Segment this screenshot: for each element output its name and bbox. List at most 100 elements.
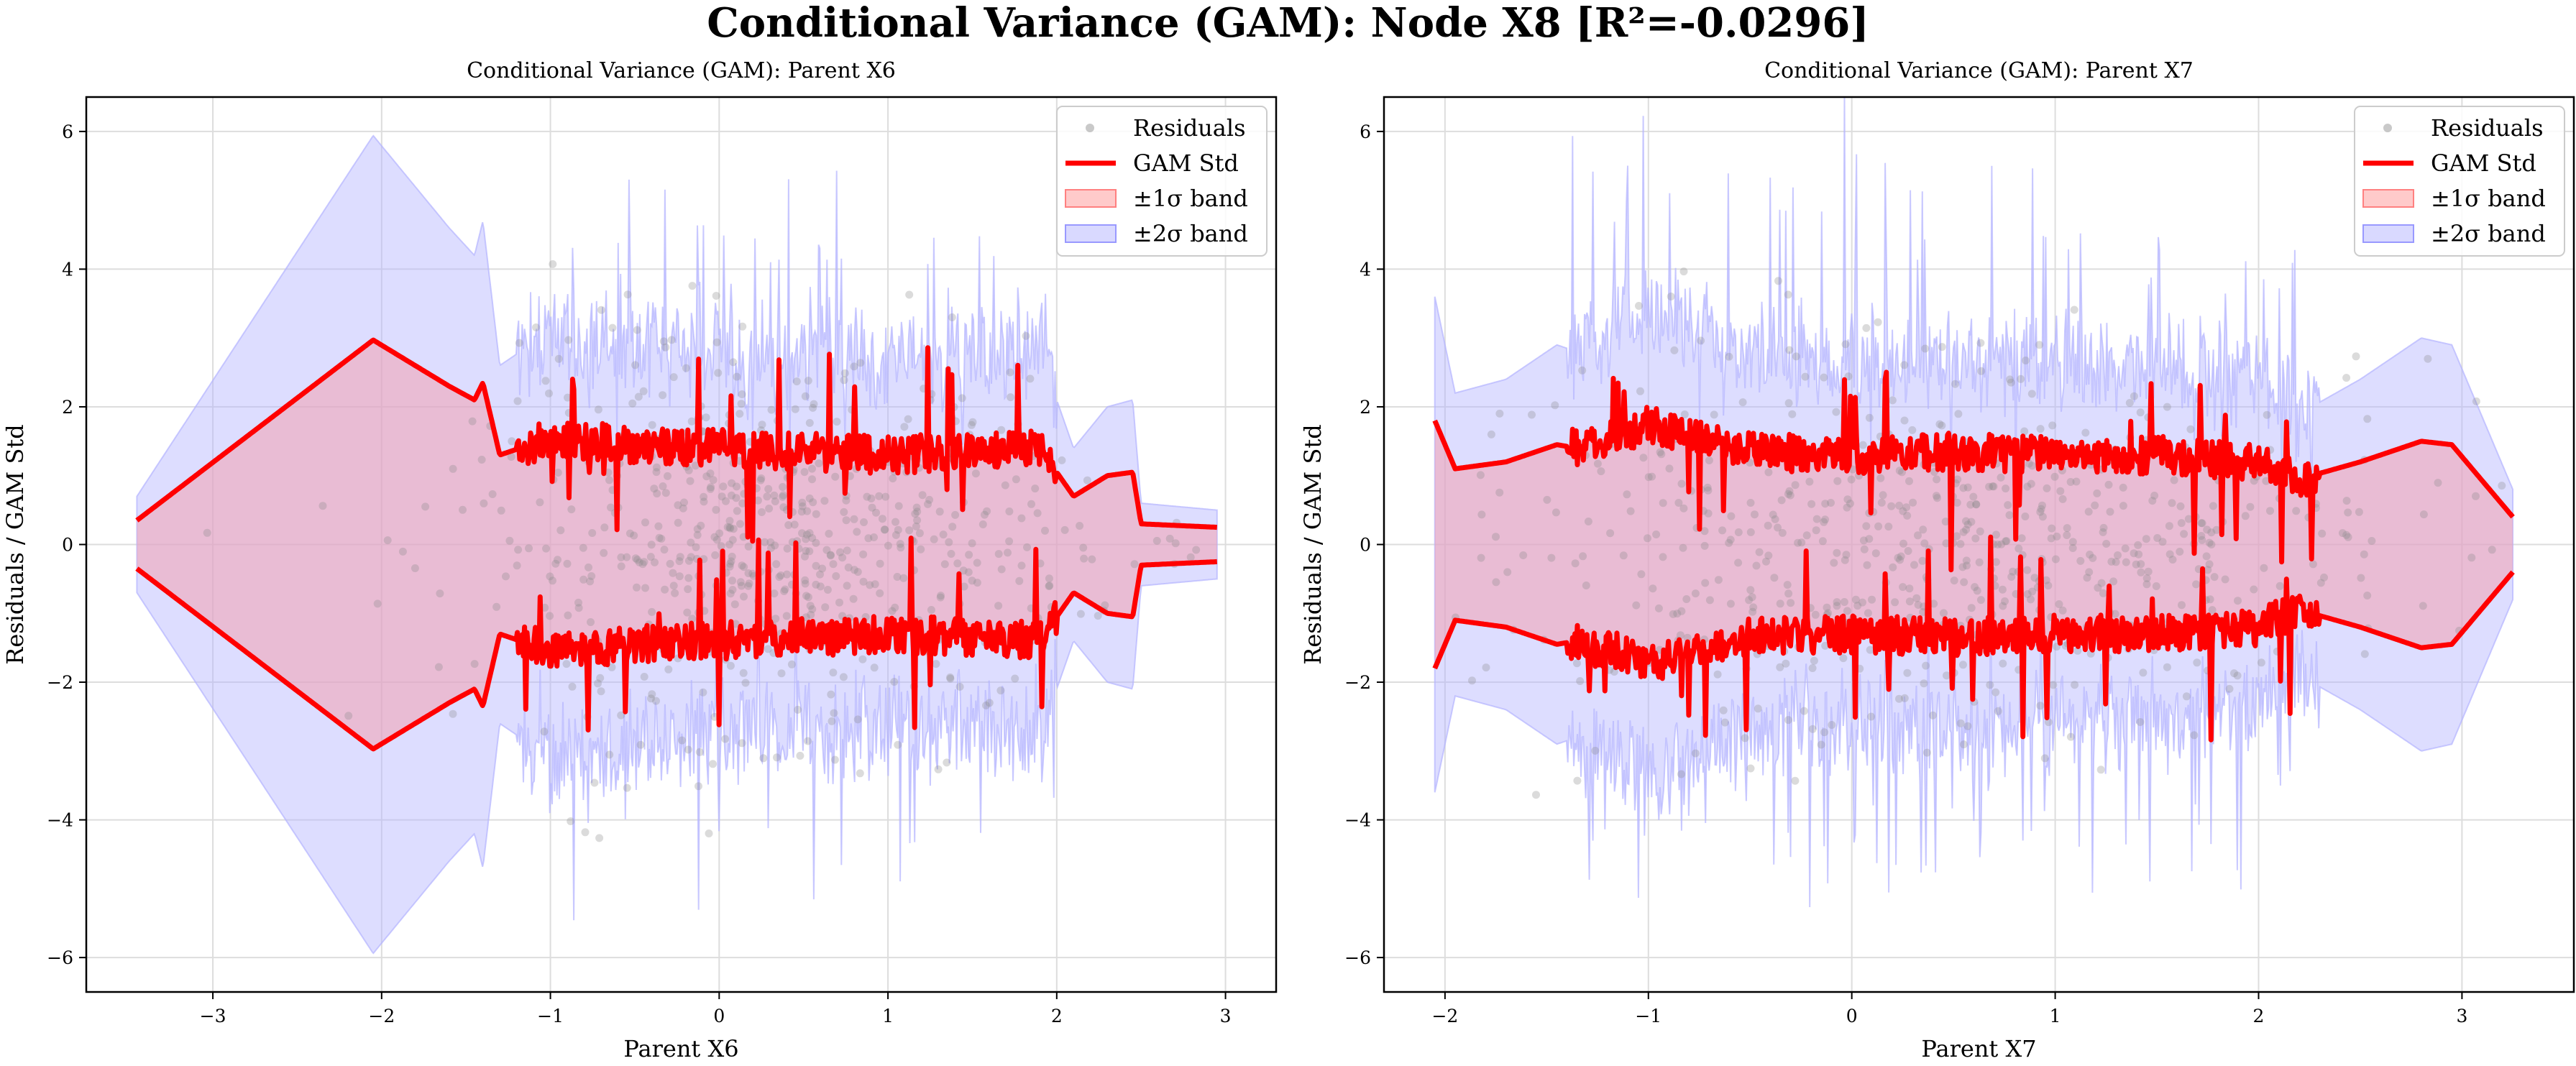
residual-point <box>833 418 841 426</box>
residual-point <box>2066 732 2075 741</box>
residual-point <box>2007 378 2015 387</box>
residual-point <box>1784 399 1793 408</box>
residual-point <box>1967 518 1976 526</box>
residual-point <box>859 550 868 559</box>
residual-point <box>1644 534 1651 543</box>
residual-point <box>1691 749 1700 758</box>
residual-point <box>733 372 741 381</box>
residual-point <box>884 541 892 550</box>
residual-point <box>1776 599 1784 608</box>
residual-point <box>808 534 817 542</box>
residual-point <box>646 553 655 561</box>
residual-point <box>2360 550 2368 559</box>
y-tick-label: 6 <box>62 121 73 142</box>
residual-point <box>1468 676 1476 685</box>
residual-point <box>1623 490 1631 499</box>
residual-point <box>556 526 565 535</box>
residual-point <box>1788 410 1797 418</box>
residual-point <box>881 492 890 501</box>
residual-point <box>2260 564 2268 572</box>
figure-title: Conditional Variance (GAM): Node X8 [R²=… <box>707 0 1869 47</box>
residual-point <box>912 522 920 530</box>
residual-point <box>1954 410 1963 418</box>
residual-point <box>2139 668 2148 677</box>
residual-point <box>1582 582 1590 589</box>
residual-point <box>2221 575 2229 584</box>
residual-point <box>2144 567 2153 576</box>
residual-point <box>2498 482 2506 490</box>
residual-point <box>1004 548 1012 557</box>
residual-point <box>985 699 994 707</box>
residual-point <box>2083 574 2091 582</box>
residual-point <box>702 413 710 422</box>
residual-point <box>2102 540 2111 548</box>
residual-point <box>1985 482 1994 491</box>
residual-point <box>853 528 861 536</box>
residual-point <box>876 559 884 568</box>
residual-point <box>679 504 687 513</box>
residual-point <box>726 589 735 598</box>
residual-point <box>1667 293 1675 300</box>
residual-point <box>1897 552 1905 561</box>
y-axis-ticks: −6 −4 −2 0 2 4 6 <box>1344 121 1384 968</box>
residual-point <box>1865 413 1874 422</box>
residual-point <box>1821 515 1830 524</box>
residual-point <box>2250 585 2258 594</box>
residual-point <box>1956 719 1965 727</box>
residual-point <box>967 421 976 429</box>
residual-point <box>815 459 823 468</box>
residual-point <box>2030 574 2039 582</box>
residual-point <box>728 576 736 585</box>
residual-point <box>1088 555 1096 564</box>
residual-point <box>1820 518 1828 526</box>
residual-point <box>680 498 688 507</box>
residual-point <box>2004 501 2012 510</box>
residual-point <box>2023 482 2032 491</box>
residual-point <box>600 548 608 557</box>
residual-point <box>1922 748 1931 757</box>
residual-point <box>1734 559 1743 567</box>
x-tick-label: 3 <box>2456 1006 2467 1026</box>
residual-point <box>960 582 968 591</box>
residual-point <box>1908 426 1917 434</box>
x-tick-label: 2 <box>2253 1006 2265 1026</box>
residual-point <box>2148 497 2157 505</box>
residual-point <box>2056 487 2065 495</box>
residual-point <box>2036 425 2045 433</box>
residual-point <box>1784 716 1792 725</box>
residual-point <box>1905 477 1913 485</box>
residual-point <box>1989 482 1998 491</box>
residual-point <box>779 492 787 501</box>
residual-point <box>766 538 775 546</box>
residual-point <box>1648 472 1656 481</box>
residual-point <box>803 507 812 515</box>
residual-point <box>623 290 632 299</box>
residual-point <box>1833 477 1842 485</box>
residual-point <box>674 518 682 527</box>
residual-point <box>587 618 595 626</box>
residual-point <box>1862 522 1871 530</box>
residual-point <box>838 553 847 562</box>
residual-point <box>595 834 604 842</box>
residual-point <box>2142 535 2150 543</box>
residual-point <box>1734 528 1743 536</box>
residual-point <box>549 576 556 585</box>
residual-point <box>628 399 637 408</box>
residual-point <box>1862 323 1871 332</box>
residual-point <box>937 592 945 600</box>
residual-point <box>1935 420 1944 428</box>
residual-point <box>1992 530 2000 539</box>
residual-point <box>1843 503 1851 512</box>
residual-point <box>1792 352 1800 361</box>
residual-point <box>2049 681 2058 689</box>
residual-point <box>866 581 874 589</box>
residual-point <box>2241 512 2250 520</box>
residual-point <box>1797 538 1806 547</box>
residual-point <box>1033 509 1042 518</box>
residual-point <box>2119 502 2127 510</box>
residual-point <box>1903 668 1912 677</box>
residual-point <box>1953 498 1961 507</box>
residual-point <box>2178 601 2186 610</box>
residual-point <box>744 542 753 551</box>
